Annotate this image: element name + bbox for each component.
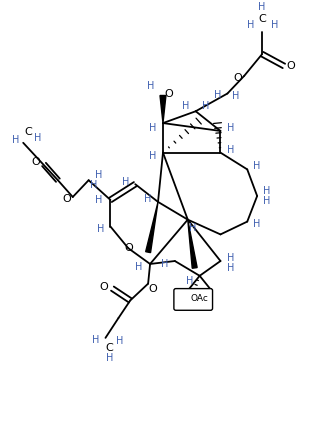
Text: H: H <box>95 170 102 180</box>
Text: H: H <box>186 276 194 286</box>
Text: C: C <box>258 14 266 24</box>
Text: O: O <box>99 282 108 291</box>
Text: H: H <box>161 259 169 269</box>
Text: H: H <box>95 195 102 205</box>
Text: H: H <box>227 253 234 263</box>
Text: O: O <box>286 61 295 71</box>
Text: H: H <box>254 162 261 171</box>
FancyBboxPatch shape <box>174 288 213 310</box>
Text: OAc: OAc <box>191 294 209 303</box>
Text: H: H <box>12 135 19 145</box>
Text: H: H <box>149 123 157 133</box>
Polygon shape <box>188 220 197 268</box>
Text: O: O <box>63 194 71 204</box>
Text: H: H <box>227 123 234 133</box>
Text: C: C <box>106 343 113 353</box>
Text: H: H <box>122 177 129 187</box>
Text: H: H <box>202 102 209 111</box>
Text: H: H <box>232 91 239 102</box>
Text: H: H <box>227 263 234 273</box>
Text: H: H <box>149 151 157 161</box>
Text: H: H <box>90 180 97 190</box>
Text: H: H <box>189 222 196 233</box>
Text: H: H <box>264 186 271 196</box>
Text: H: H <box>134 262 142 272</box>
Text: O: O <box>149 283 157 294</box>
Text: H: H <box>92 335 99 345</box>
Text: H: H <box>264 196 271 206</box>
Text: H: H <box>147 81 155 91</box>
Text: H: H <box>182 102 189 111</box>
Text: C: C <box>24 127 32 137</box>
Text: O: O <box>32 157 40 168</box>
Polygon shape <box>160 96 166 123</box>
Text: H: H <box>258 2 266 12</box>
Polygon shape <box>146 202 158 253</box>
Text: H: H <box>116 336 123 346</box>
Text: H: H <box>97 223 104 233</box>
Text: O: O <box>124 243 133 253</box>
Text: H: H <box>106 352 113 363</box>
Text: H: H <box>34 133 42 143</box>
Text: O: O <box>165 88 173 99</box>
Text: H: H <box>254 219 261 228</box>
Text: O: O <box>196 289 204 299</box>
Text: H: H <box>247 19 254 30</box>
Text: H: H <box>271 19 279 30</box>
Text: H: H <box>227 145 234 155</box>
Text: H: H <box>214 91 221 101</box>
Text: O: O <box>233 73 242 83</box>
Text: H: H <box>144 194 152 204</box>
